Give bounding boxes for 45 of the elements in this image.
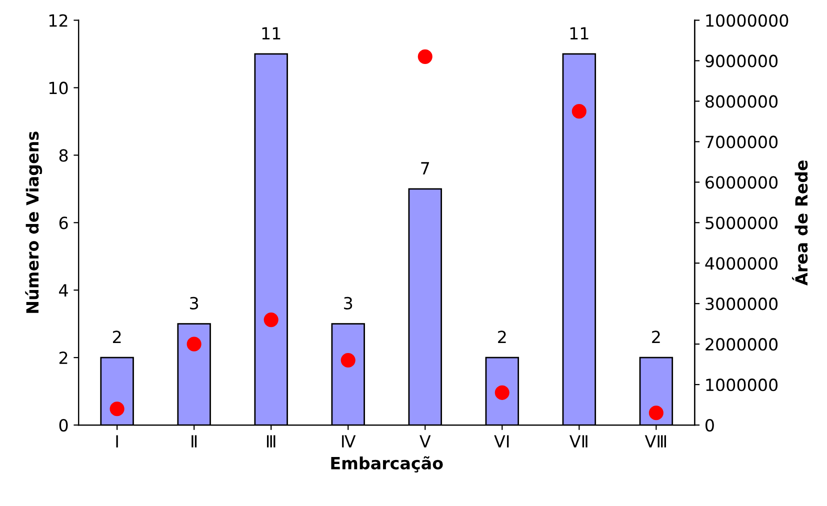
y2-tick-label: 4000000 xyxy=(705,257,778,270)
y-tick-label: 12 xyxy=(49,14,68,27)
y-tick-label: 4 xyxy=(59,284,68,296)
y-tick-label: 0 xyxy=(59,419,68,432)
data-label: 3 xyxy=(190,296,198,310)
y2-tick-label: 8000000 xyxy=(706,95,778,108)
y-axis-title: Número de Viagens xyxy=(25,132,42,313)
y2-tick-label: 2000000 xyxy=(706,338,778,351)
point xyxy=(648,406,664,420)
x-tick-label: Ⅳ xyxy=(342,435,356,448)
x-tick-label: VⅢ xyxy=(644,435,666,448)
data-label: 11 xyxy=(570,27,588,40)
point xyxy=(186,336,202,352)
y2-tick-label: 3000000 xyxy=(706,298,778,310)
x-tick-label: VⅡ xyxy=(569,435,588,448)
y2-tick-label: 9000000 xyxy=(705,54,778,68)
y-tick-label: 8 xyxy=(59,149,68,162)
point xyxy=(110,402,124,416)
data-label: 7 xyxy=(421,162,430,174)
x-tick-label: V xyxy=(420,435,431,448)
y-tick-label: 6 xyxy=(59,216,68,230)
data-label: 2 xyxy=(112,330,121,343)
x-axis-title: Embarcação xyxy=(331,456,443,472)
x-tick-label: VI xyxy=(494,435,509,448)
y2-tick-label: 0 xyxy=(706,419,714,432)
data-label: 2 xyxy=(498,330,506,343)
y-tick-label: 2 xyxy=(59,352,68,364)
x-tick-label: Ⅲ xyxy=(266,435,276,448)
point xyxy=(418,49,432,64)
y-tick-label: 10 xyxy=(49,82,68,94)
point xyxy=(340,352,356,368)
y2-tick-label: 7000000 xyxy=(706,136,778,148)
y2-tick-label: 10000000 xyxy=(706,14,788,27)
y2-tick-label: 5000000 xyxy=(706,216,778,230)
data-label: 3 xyxy=(344,296,352,310)
x-tick-label: Ⅱ xyxy=(192,435,197,448)
data-label: 2 xyxy=(652,330,660,343)
x-tick-label: I xyxy=(116,435,118,448)
y2-axis-title: Área de Rede xyxy=(792,160,808,286)
data-label: 11 xyxy=(262,27,280,40)
point xyxy=(494,385,510,400)
point xyxy=(572,104,586,119)
point xyxy=(264,312,278,328)
y2-tick-label: 1000000 xyxy=(706,378,778,392)
y2-tick-label: 6000000 xyxy=(706,176,778,189)
